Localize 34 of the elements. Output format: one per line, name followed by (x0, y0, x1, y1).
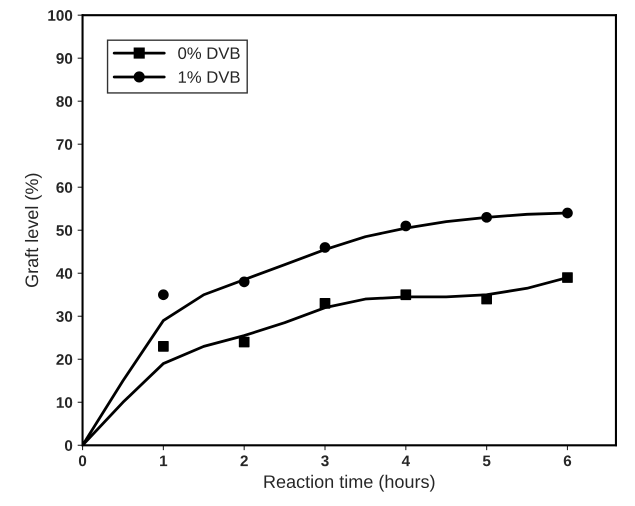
point (400, 289, 412, 300)
y-tick-label: 80 (56, 96, 72, 107)
y-tick-label: 10 (56, 397, 72, 408)
x-tick-label: 0 (78, 455, 86, 466)
point (320, 298, 330, 309)
point (562, 208, 573, 218)
legend-label: 1% DVB (178, 71, 240, 83)
point (238, 336, 250, 348)
x-tick-label: 4 (402, 456, 410, 466)
x-tick-label: 2 (240, 455, 248, 466)
y-tick-label: 90 (56, 53, 72, 64)
point (158, 289, 169, 300)
x-tick-label: 5 (482, 456, 490, 466)
y-tick-label: 60 (56, 182, 72, 193)
y-tick-label: 30 (56, 311, 72, 322)
y-tick-label: 100 (48, 10, 72, 21)
y-tick-label: 0 (64, 440, 72, 451)
y-axis-title: Graft level (%) (24, 174, 42, 288)
y-tick-label: 70 (56, 139, 72, 150)
y-tick-label: 50 (56, 225, 72, 236)
point (400, 220, 412, 232)
y-tick-label: 20 (56, 354, 72, 365)
point (158, 341, 169, 352)
x-axis-title: Reaction time (hours) (264, 474, 434, 492)
y-tick-label: 40 (56, 268, 72, 279)
point (481, 212, 492, 223)
x-tick-label: 1 (160, 456, 168, 466)
point (562, 272, 573, 283)
point (238, 276, 250, 288)
point (320, 242, 330, 253)
x-tick-label: 6 (564, 455, 572, 466)
x-tick-label: 3 (321, 455, 329, 466)
point (481, 294, 492, 304)
legend-label: 0% DVB (178, 47, 240, 60)
